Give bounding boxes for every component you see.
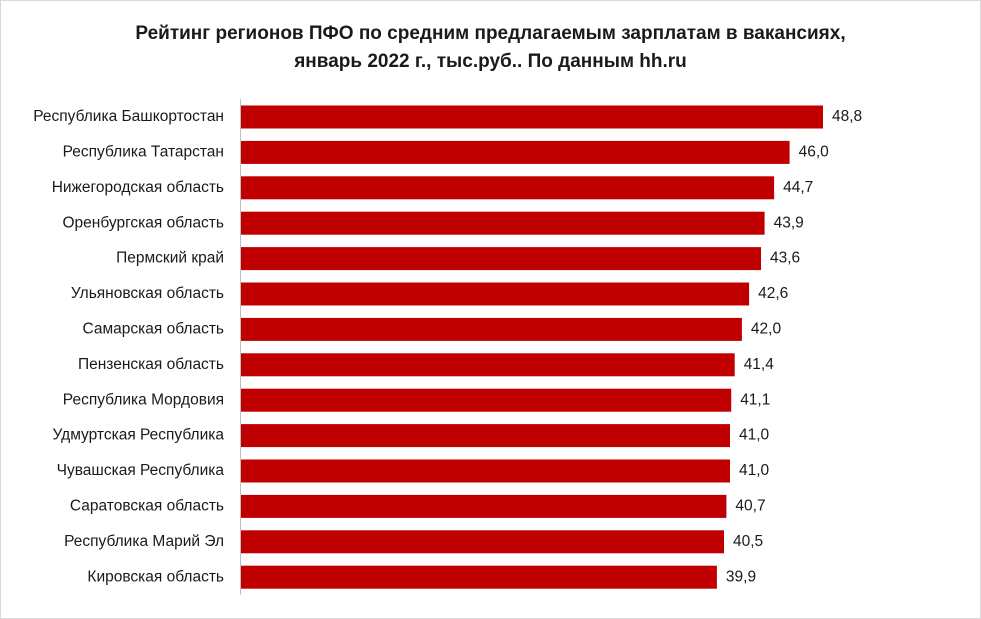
category-label: Удмуртская Республика: [53, 427, 225, 444]
category-label: Республика Марий Эл: [64, 533, 224, 550]
value-label: 46,0: [799, 143, 830, 160]
category-label: Республика Мордовия: [63, 391, 224, 408]
value-label: 43,9: [774, 214, 804, 231]
bar: [241, 494, 727, 518]
chart-title: Рейтинг регионов ПФО по средним предлага…: [0, 20, 981, 76]
value-label: 42,6: [758, 285, 788, 302]
bar: [241, 176, 775, 200]
category-label: Саратовская область: [70, 497, 224, 514]
value-labels: 48,8 46,0 44,7 43,9 43,6 42,6 42,0 41,4 41,1 41,0…: [726, 108, 862, 585]
chart-title-line-1: Рейтинг регионов ПФО по средним предлага…: [135, 23, 846, 44]
bar: [241, 317, 742, 341]
value-label: 43,6: [770, 250, 800, 267]
category-label: Республика Башкортостан: [33, 108, 224, 125]
bar: [241, 282, 750, 306]
value-label: 41,1: [740, 391, 770, 408]
bar: [241, 530, 724, 554]
bar: [241, 353, 735, 377]
bar: [241, 388, 732, 412]
bar: [241, 459, 730, 483]
bar: [241, 105, 823, 129]
bar: [241, 140, 790, 164]
value-label: 41,4: [744, 356, 775, 373]
value-label: 39,9: [726, 568, 756, 585]
category-label: Кировская область: [87, 568, 224, 585]
bars-group: [241, 105, 823, 589]
category-label: Пензенская область: [78, 356, 224, 373]
bar: [241, 424, 730, 448]
category-labels: Республика Башкортостан Республика Татарс…: [33, 108, 224, 585]
category-label: Оренбургская область: [63, 214, 225, 231]
value-label: 40,7: [735, 497, 765, 514]
value-label: 41,0: [739, 462, 770, 479]
category-label: Пермский край: [116, 250, 224, 267]
value-label: 41,0: [739, 427, 770, 444]
bar: [241, 211, 765, 235]
category-label: Ульяновская область: [71, 285, 224, 302]
bar: [241, 247, 761, 271]
category-label: Нижегородская область: [52, 179, 224, 196]
category-label: Чувашская Республика: [57, 462, 225, 479]
chart-title-line-2: январь 2022 г., тыс.руб.. По данным hh.r…: [294, 51, 687, 72]
bar: [241, 565, 717, 589]
value-label: 48,8: [832, 108, 862, 125]
category-label: Самарская область: [83, 320, 224, 337]
value-label: 42,0: [751, 320, 782, 337]
category-label: Республика Татарстан: [63, 143, 224, 160]
value-label: 44,7: [783, 179, 813, 196]
value-label: 40,5: [733, 533, 763, 550]
